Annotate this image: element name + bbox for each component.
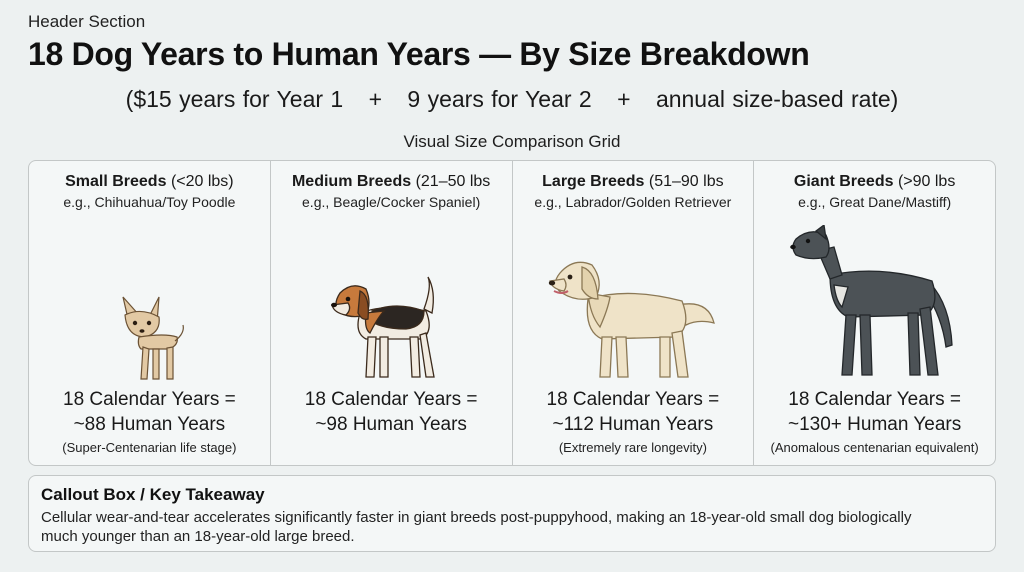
cell-giant-breeds: Giant Breeds (>90 lbs e.g., Great Dane/M…	[754, 161, 995, 465]
cell-small-breeds: Small Breeds (<20 lbs) e.g., Chihuahua/T…	[29, 161, 271, 465]
cell-large-breeds: Large Breeds (51–90 lbs e.g., Labrador/G…	[513, 161, 755, 465]
breed-example: e.g., Beagle/Cocker Spaniel)	[302, 194, 481, 210]
chihuahua-icon	[122, 296, 185, 380]
breed-size-name: Small Breeds	[65, 173, 167, 190]
breed-size-label: Giant Breeds (>90 lbs	[754, 173, 995, 191]
breed-size-name: Large Breeds	[542, 173, 645, 190]
breed-example: e.g., Great Dane/Mastiff)	[798, 194, 952, 210]
size-comparison-grid: Small Breeds (<20 lbs) e.g., Chihuahua/T…	[28, 160, 996, 466]
beagle-icon	[331, 276, 435, 378]
formula-line: ($15 years for Year 1 + 9 years for Year…	[0, 86, 1024, 113]
breed-size-label: Large Breeds (51–90 lbs	[513, 173, 754, 191]
breed-size-label: Small Breeds (<20 lbs)	[29, 173, 270, 191]
grid-title: Visual Size Comparison Grid	[403, 132, 621, 151]
breed-weight-range: (>90 lbs	[897, 173, 956, 190]
breed-example: e.g., Chihuahua/Toy Poodle	[63, 194, 236, 210]
calendar-years: 18 Calendar Years =	[304, 389, 478, 410]
formula-part-year2: 9 years for Year 2	[407, 86, 592, 112]
calendar-years: 18 Calendar Years =	[63, 389, 236, 410]
calendar-years: 18 Calendar Years =	[546, 389, 720, 410]
breed-size-label: Medium Breeds (21–50 lbs	[271, 173, 512, 191]
calendar-years: 18 Calendar Years =	[788, 389, 961, 410]
great-dane-icon	[789, 225, 953, 376]
formula-plus-1: +	[368, 86, 383, 112]
human-years: ~112 Human Years	[552, 414, 714, 435]
breed-example: e.g., Labrador/Golden Retriever	[534, 194, 732, 210]
life-stage-note: (Anomalous centenarian equivalent)	[770, 440, 979, 455]
human-years: ~98 Human Years	[315, 414, 467, 435]
cell-medium-breeds: Medium Breeds (21–50 lbs e.g., Beagle/Co…	[271, 161, 513, 465]
formula-part-annual: annual size-based rate)	[655, 86, 899, 112]
breed-size-name: Giant Breeds	[793, 173, 894, 190]
life-stage-note: (Super-Centenarian life stage)	[62, 440, 237, 455]
formula-plus-2: +	[617, 86, 631, 112]
human-years: ~88 Human Years	[73, 414, 226, 435]
golden-retriever-icon	[548, 261, 715, 378]
callout-box: Callout Box / Key Takeaway Cellular wear…	[28, 475, 996, 552]
human-years: ~130+ Human Years	[788, 414, 962, 435]
callout-title: Callout Box / Key Takeaway	[41, 485, 265, 504]
page-title: 18 Dog Years to Human Years — By Size Br…	[28, 36, 810, 72]
section-label: Header Section	[28, 12, 146, 31]
breed-size-name: Medium Breeds	[291, 173, 412, 190]
formula-part-year1: ($15 years for Year 1	[125, 86, 344, 112]
breed-weight-range: (<20 lbs)	[170, 173, 234, 190]
breed-weight-range: (21–50 lbs	[415, 173, 491, 190]
life-stage-note: (Extremely rare longevity)	[558, 440, 707, 455]
breed-weight-range: (51–90 lbs	[648, 173, 724, 190]
callout-body: Cellular wear-and-tear accelerates signi…	[41, 509, 912, 545]
